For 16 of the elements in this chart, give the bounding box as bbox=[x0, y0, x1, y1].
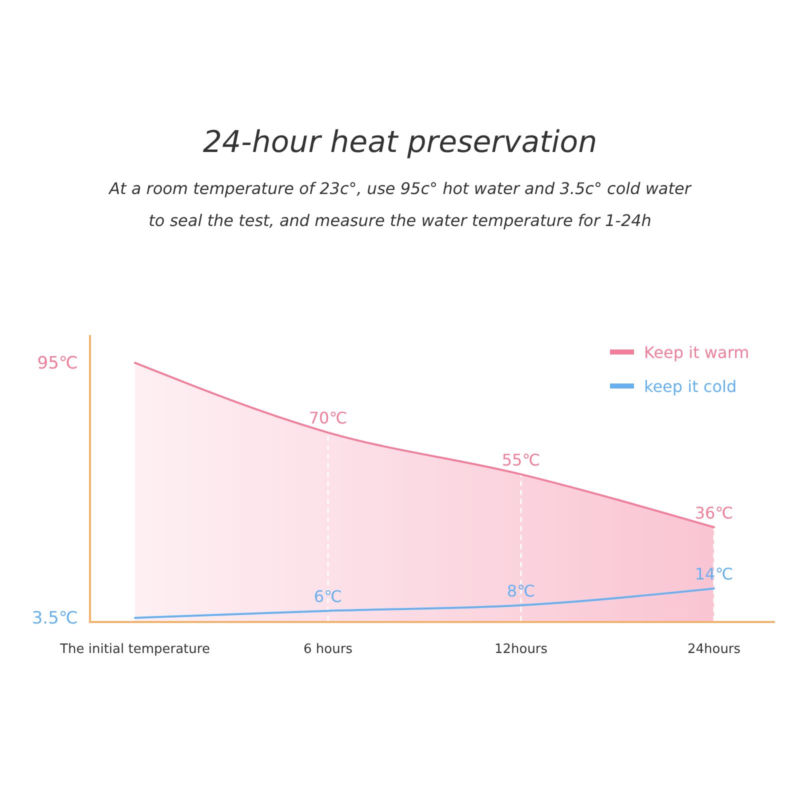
chart-subtitle: At a room temperature of 23c°, use 95c° hot water and 3.5c° cold water to seal the test, and measure the water temperature for 1-24h bbox=[108, 179, 692, 230]
legend-label: Keep it warm bbox=[644, 343, 750, 362]
x-tick-label: 6 hours bbox=[304, 642, 353, 658]
chart-title: 24-hour heat preservation bbox=[202, 125, 598, 160]
x-tick-label: 12hours bbox=[494, 642, 548, 658]
x-tick-label: The initial temperature bbox=[59, 642, 210, 658]
y-tick-label: 95℃ bbox=[37, 353, 78, 374]
x-tick-label: 24hours bbox=[687, 642, 741, 658]
y-tick-label: 3.5℃ bbox=[32, 608, 78, 628]
data-label: 36℃ bbox=[694, 503, 734, 522]
data-label: 70℃ bbox=[308, 408, 348, 428]
data-label: 8℃ bbox=[506, 581, 536, 600]
legend-label: keep it cold bbox=[644, 377, 737, 396]
data-label: 6℃ bbox=[314, 586, 342, 606]
data-label: 14℃ bbox=[694, 564, 734, 584]
data-label: 55℃ bbox=[502, 450, 540, 470]
